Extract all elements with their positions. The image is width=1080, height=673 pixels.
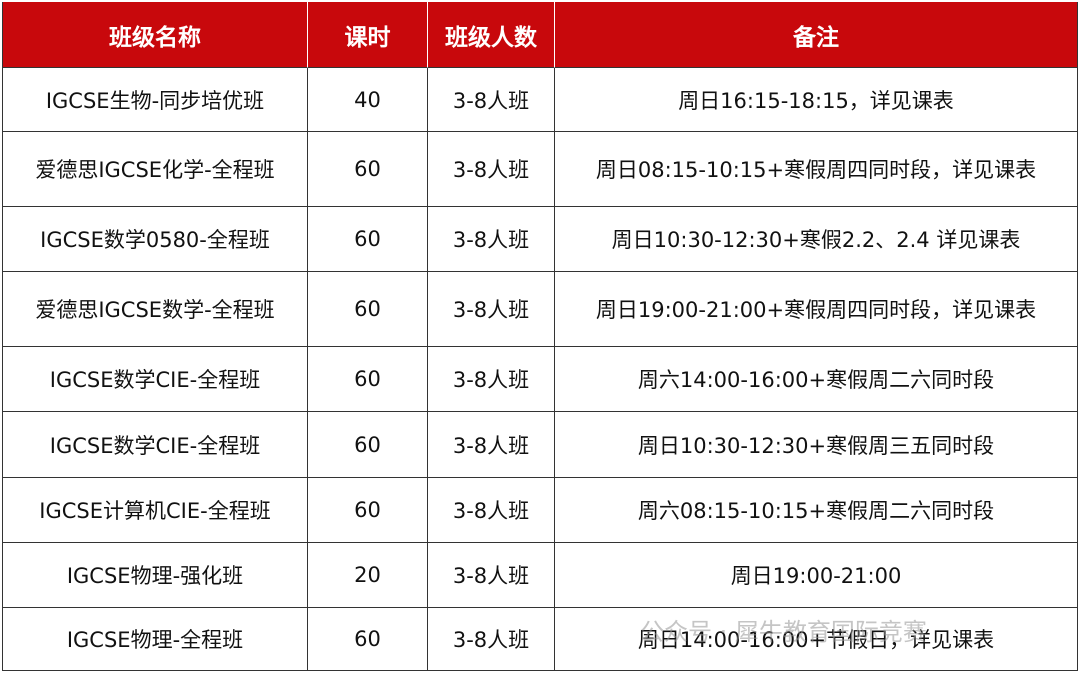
header-cell: 班级名称 [2, 2, 308, 68]
class-name-cell: 爱德思IGCSE数学-全程班 [2, 272, 308, 347]
note-cell: 周日19:00-21:00+寒假周四同时段，详见课表 [555, 272, 1078, 347]
class-name-cell: IGCSE生物-同步培优班 [2, 68, 308, 132]
class-size-cell: 3-8人班 [428, 68, 555, 132]
class-name-cell: IGCSE数学0580-全程班 [2, 207, 308, 272]
class-name-cell: IGCSE数学CIE-全程班 [2, 412, 308, 478]
hours-cell: 20 [308, 543, 428, 608]
note-cell: 周日16:15-18:15，详见课表 [555, 68, 1078, 132]
note-cell: 周日19:00-21:00 [555, 543, 1078, 608]
class-size-cell: 3-8人班 [428, 207, 555, 272]
hours-cell: 40 [308, 68, 428, 132]
class-name-cell: IGCSE物理-强化班 [2, 543, 308, 608]
class-size-cell: 3-8人班 [428, 132, 555, 207]
note-cell: 周日14:00-16:00+节假日，详见课表 [555, 608, 1078, 671]
class-size-cell: 3-8人班 [428, 272, 555, 347]
hours-cell: 60 [308, 608, 428, 671]
class-name-cell: IGCSE物理-全程班 [2, 608, 308, 671]
note-cell: 周日08:15-10:15+寒假周四同时段，详见课表 [555, 132, 1078, 207]
watermark: 公众号 · 犀牛教育国际竞赛 [640, 618, 927, 646]
class-size-cell: 3-8人班 [428, 543, 555, 608]
note-cell: 周六14:00-16:00+寒假周二六同时段 [555, 347, 1078, 412]
hours-cell: 60 [308, 347, 428, 412]
class-size-cell: 3-8人班 [428, 412, 555, 478]
hours-cell: 60 [308, 478, 428, 543]
class-name-cell: IGCSE数学CIE-全程班 [2, 347, 308, 412]
class-name-cell: IGCSE计算机CIE-全程班 [2, 478, 308, 543]
hours-cell: 60 [308, 207, 428, 272]
class-size-cell: 3-8人班 [428, 347, 555, 412]
hours-cell: 60 [308, 412, 428, 478]
header-cell: 班级人数 [428, 2, 555, 68]
note-cell: 周日10:30-12:30+寒假周三五同时段 [555, 412, 1078, 478]
class-size-cell: 3-8人班 [428, 608, 555, 671]
hours-cell: 60 [308, 132, 428, 207]
hours-cell: 60 [308, 272, 428, 347]
class-size-cell: 3-8人班 [428, 478, 555, 543]
note-cell: 周日10:30-12:30+寒假2.2、2.4 详见课表 [555, 207, 1078, 272]
header-cell: 备注 [555, 2, 1078, 68]
note-cell: 周六08:15-10:15+寒假周二六同时段 [555, 478, 1078, 543]
header-cell: 课时 [308, 2, 428, 68]
class-name-cell: 爱德思IGCSE化学-全程班 [2, 132, 308, 207]
